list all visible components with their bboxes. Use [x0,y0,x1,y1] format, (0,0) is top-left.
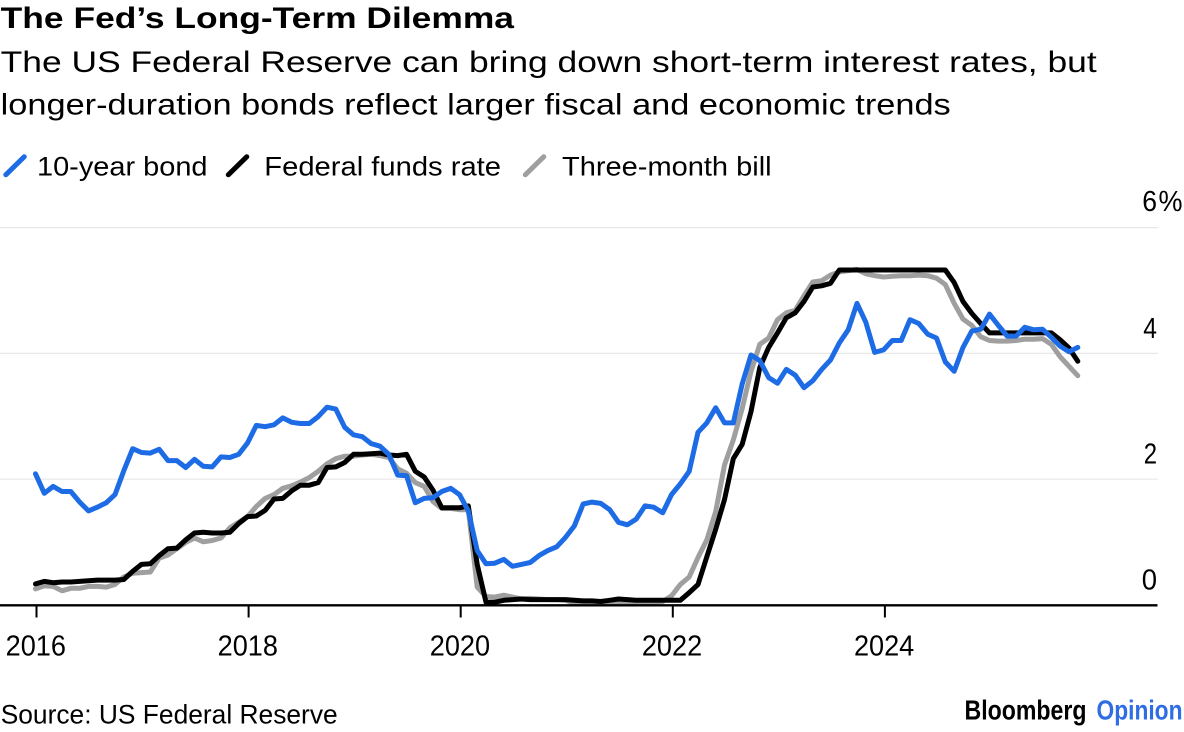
svg-text:2020: 2020 [430,631,490,663]
svg-text:longer-duration bonds reflect: longer-duration bonds reflect larger fis… [1,88,951,121]
svg-text:2018: 2018 [218,631,278,663]
svg-text:4: 4 [1143,313,1157,345]
svg-text:Bloomberg: Bloomberg [965,695,1087,726]
svg-text:The US Federal Reserve can bri: The US Federal Reserve can bring down sh… [1,46,1097,79]
svg-text:2024: 2024 [854,631,914,663]
svg-text:The Fed’s Long-Term Dilemma: The Fed’s Long-Term Dilemma [1,2,515,35]
svg-text:Three-month bill: Three-month bill [562,152,772,182]
svg-text:6: 6 [1142,186,1157,218]
svg-text:0: 0 [1142,565,1157,597]
svg-text:Federal funds rate: Federal funds rate [264,152,501,182]
svg-text:Source: US Federal Reserve: Source: US Federal Reserve [1,700,338,730]
svg-text:10-year bond: 10-year bond [37,152,208,182]
svg-text:2: 2 [1144,439,1157,471]
svg-text:Opinion: Opinion [1097,695,1183,726]
svg-text:%: % [1159,186,1183,218]
svg-text:2022: 2022 [642,631,702,663]
svg-text:2016: 2016 [6,631,66,663]
